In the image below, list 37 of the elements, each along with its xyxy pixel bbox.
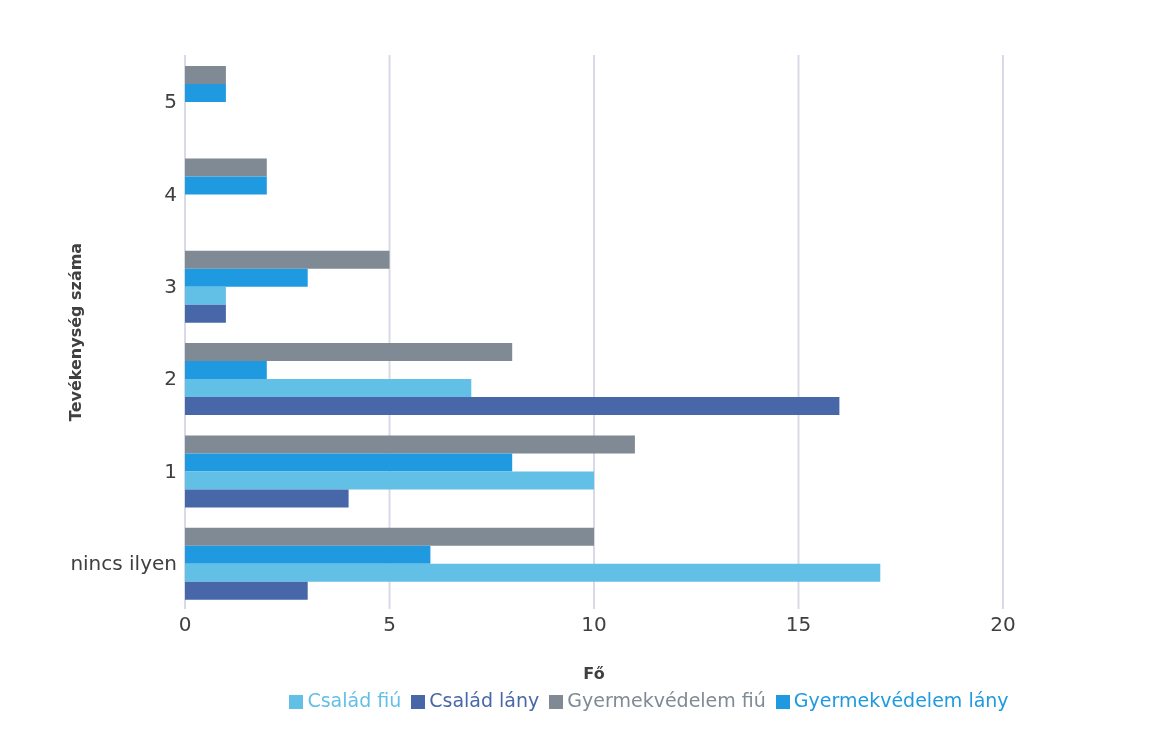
bar (185, 84, 226, 103)
bar (185, 304, 226, 323)
bar (185, 361, 267, 380)
legend-label: Gyermekvédelem lány (793, 689, 1009, 711)
legend-label: Gyermekvédelem fiú (567, 689, 766, 711)
bar (185, 453, 513, 472)
x-tick-label: 5 (383, 612, 396, 637)
bar (185, 545, 431, 564)
bar (185, 489, 349, 508)
bar (185, 397, 840, 416)
y-tick-label: 4 (164, 181, 177, 206)
y-tick-label: 1 (164, 458, 177, 483)
legend-label: Család lány (429, 689, 540, 711)
y-tick-label: 5 (164, 89, 177, 114)
x-tick-label: 0 (178, 612, 192, 637)
x-axis-title: Fő (583, 664, 605, 683)
legend-label: Család fiú (307, 689, 402, 711)
x-tick-label: 15 (785, 612, 812, 637)
bar (185, 471, 594, 490)
y-tick-label: 2 (164, 366, 177, 391)
y-axis-title: Tevékenység száma (65, 242, 85, 422)
bar (185, 286, 226, 305)
bar (185, 176, 267, 195)
bar (185, 66, 226, 85)
bar (185, 343, 513, 362)
bar (185, 527, 594, 546)
bar (185, 268, 308, 287)
bar (185, 158, 267, 177)
x-tick-label: 20 (990, 612, 1016, 637)
y-tick-label: 3 (164, 273, 177, 298)
bar (185, 379, 472, 398)
bar (185, 581, 308, 600)
x-tick-label: 10 (581, 612, 607, 637)
bar (185, 250, 390, 269)
bar (185, 435, 635, 454)
bar (185, 563, 881, 582)
y-tick-label: nincs ilyen (70, 550, 177, 575)
